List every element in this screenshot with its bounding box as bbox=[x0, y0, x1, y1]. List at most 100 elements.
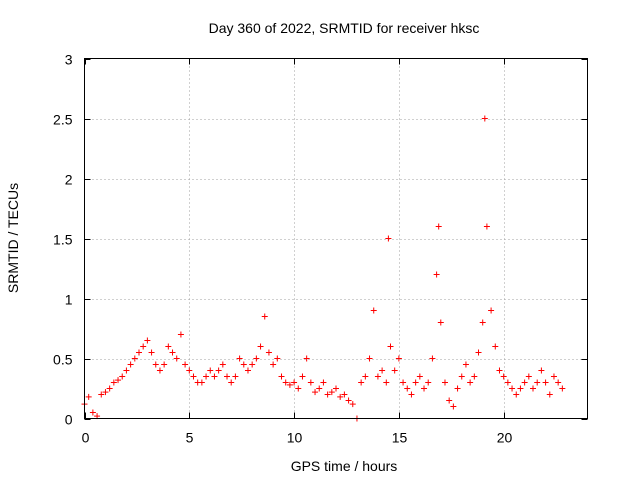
data-point bbox=[148, 349, 155, 356]
data-point bbox=[169, 349, 176, 356]
data-point bbox=[324, 391, 331, 398]
data-point bbox=[525, 373, 532, 380]
data-point bbox=[400, 379, 407, 386]
data-point bbox=[85, 393, 92, 400]
x-tick-label: 5 bbox=[186, 430, 194, 446]
data-point bbox=[479, 319, 486, 326]
y-tick-label: 0.5 bbox=[53, 352, 73, 368]
data-point bbox=[119, 373, 126, 380]
data-point bbox=[404, 385, 411, 392]
y-axis-label: SRMTID / TECUs bbox=[5, 183, 21, 293]
data-point bbox=[383, 379, 390, 386]
data-point bbox=[517, 385, 524, 392]
data-point bbox=[534, 379, 541, 386]
x-tick-label: 15 bbox=[392, 430, 408, 446]
data-point bbox=[435, 223, 442, 230]
data-point bbox=[215, 367, 222, 374]
data-point bbox=[475, 349, 482, 356]
data-point bbox=[429, 355, 436, 362]
data-point bbox=[295, 385, 302, 392]
data-point bbox=[249, 361, 256, 368]
data-point bbox=[278, 373, 285, 380]
y-tick-label: 2.5 bbox=[53, 112, 73, 128]
x-tick-label: 10 bbox=[287, 430, 303, 446]
data-point bbox=[341, 391, 348, 398]
data-point bbox=[219, 361, 226, 368]
data-point bbox=[110, 379, 117, 386]
data-point bbox=[437, 319, 444, 326]
y-tick-label: 1.5 bbox=[53, 232, 73, 248]
data-point bbox=[379, 367, 386, 374]
data-point bbox=[261, 313, 268, 320]
data-point bbox=[462, 361, 469, 368]
data-point bbox=[307, 379, 314, 386]
data-point bbox=[337, 393, 344, 400]
data-point bbox=[433, 271, 440, 278]
data-point bbox=[131, 355, 138, 362]
data-point bbox=[203, 373, 210, 380]
data-point bbox=[328, 389, 335, 396]
data-point bbox=[412, 379, 419, 386]
data-point bbox=[395, 355, 402, 362]
data-point bbox=[492, 343, 499, 350]
data-point bbox=[483, 223, 490, 230]
data-point bbox=[333, 385, 339, 392]
axis-ticks bbox=[84, 58, 588, 420]
data-point bbox=[299, 373, 306, 380]
data-point bbox=[211, 373, 218, 380]
data-point bbox=[98, 391, 105, 398]
data-point bbox=[115, 377, 122, 384]
data-point bbox=[186, 367, 193, 374]
chart-title: Day 360 of 2022, SRMTID for receiver hks… bbox=[209, 20, 480, 36]
data-point bbox=[521, 379, 528, 386]
data-point bbox=[224, 373, 231, 380]
data-point bbox=[257, 343, 264, 350]
data-point bbox=[385, 235, 392, 242]
data-point bbox=[173, 355, 180, 362]
x-tick-label: 20 bbox=[497, 430, 513, 446]
data-point bbox=[198, 379, 205, 386]
data-point bbox=[236, 355, 243, 362]
y-tick-label: 1 bbox=[65, 292, 73, 308]
data-point bbox=[291, 379, 298, 386]
data-point bbox=[123, 367, 130, 374]
data-point bbox=[282, 379, 289, 386]
data-point bbox=[546, 391, 553, 398]
data-point bbox=[89, 409, 96, 416]
data-point bbox=[504, 379, 511, 386]
y-tick-label: 0 bbox=[65, 412, 73, 428]
data-point bbox=[303, 355, 310, 362]
data-point bbox=[135, 349, 142, 356]
data-point bbox=[366, 355, 373, 362]
data-point bbox=[441, 379, 448, 386]
grid bbox=[84, 58, 588, 419]
data-point bbox=[358, 379, 365, 386]
data-point bbox=[481, 115, 488, 122]
data-point bbox=[190, 373, 197, 380]
data-point bbox=[274, 355, 281, 362]
data-point bbox=[488, 307, 495, 314]
x-axis-label: GPS time / hours bbox=[291, 458, 398, 474]
data-point bbox=[446, 397, 453, 404]
data-point bbox=[530, 385, 537, 392]
data-point bbox=[156, 367, 163, 374]
data-point bbox=[102, 389, 109, 396]
data-point bbox=[500, 373, 507, 380]
data-point bbox=[244, 367, 251, 374]
data-point bbox=[106, 385, 113, 392]
data-point bbox=[416, 373, 423, 380]
data-point bbox=[408, 391, 415, 398]
data-point bbox=[152, 361, 159, 368]
data-point bbox=[425, 379, 432, 386]
data-point bbox=[165, 343, 172, 350]
y-tick-label: 3 bbox=[65, 52, 73, 68]
plot-frame bbox=[84, 58, 588, 419]
data-point bbox=[144, 337, 151, 344]
data-point bbox=[421, 385, 428, 392]
data-point bbox=[362, 373, 369, 380]
data-point bbox=[312, 389, 319, 396]
data-point bbox=[555, 379, 562, 386]
data-point bbox=[320, 379, 327, 386]
data-point bbox=[265, 349, 272, 356]
